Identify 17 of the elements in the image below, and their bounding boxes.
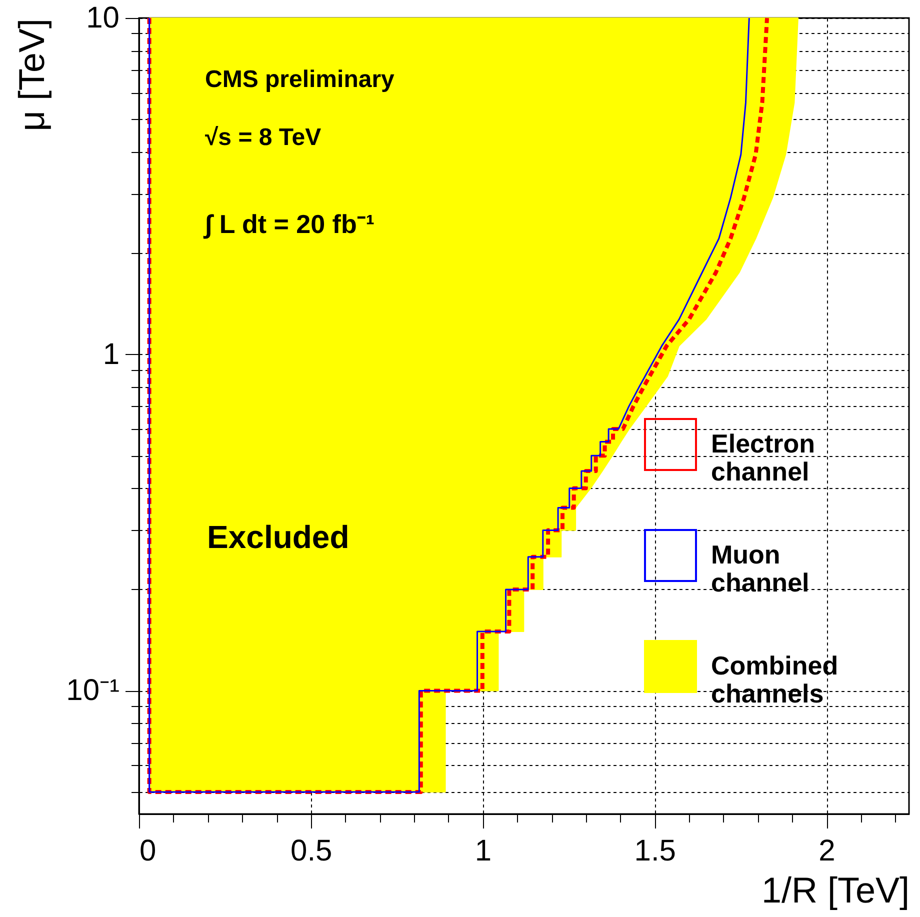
legend-label: Combined channels bbox=[711, 650, 838, 708]
x-tick-label: 2 bbox=[818, 834, 836, 868]
y-tick-label: 1 bbox=[102, 338, 120, 371]
legend-label: Electron channel bbox=[711, 428, 816, 486]
annotation: CMS preliminary bbox=[205, 66, 396, 93]
x-tick-label: 1.5 bbox=[634, 834, 676, 868]
annotation: Excluded bbox=[207, 519, 350, 555]
annotation: √s = 8 TeV bbox=[205, 124, 322, 151]
x-axis-title: 1/R [TeV] bbox=[761, 870, 910, 910]
x-tick-label: 0 bbox=[140, 834, 156, 868]
x-tick-label: 1 bbox=[474, 834, 492, 868]
y-tick-label: 10⁻¹ bbox=[66, 674, 120, 708]
x-tick-label: 0.5 bbox=[290, 834, 332, 868]
annotation: ∫ L dt = 20 fb⁻¹ bbox=[203, 209, 374, 239]
y-tick-label: 10 bbox=[86, 2, 120, 34]
legend-label: Muon channel bbox=[711, 540, 810, 598]
y-axis-title: μ [TeV] bbox=[11, 18, 52, 132]
